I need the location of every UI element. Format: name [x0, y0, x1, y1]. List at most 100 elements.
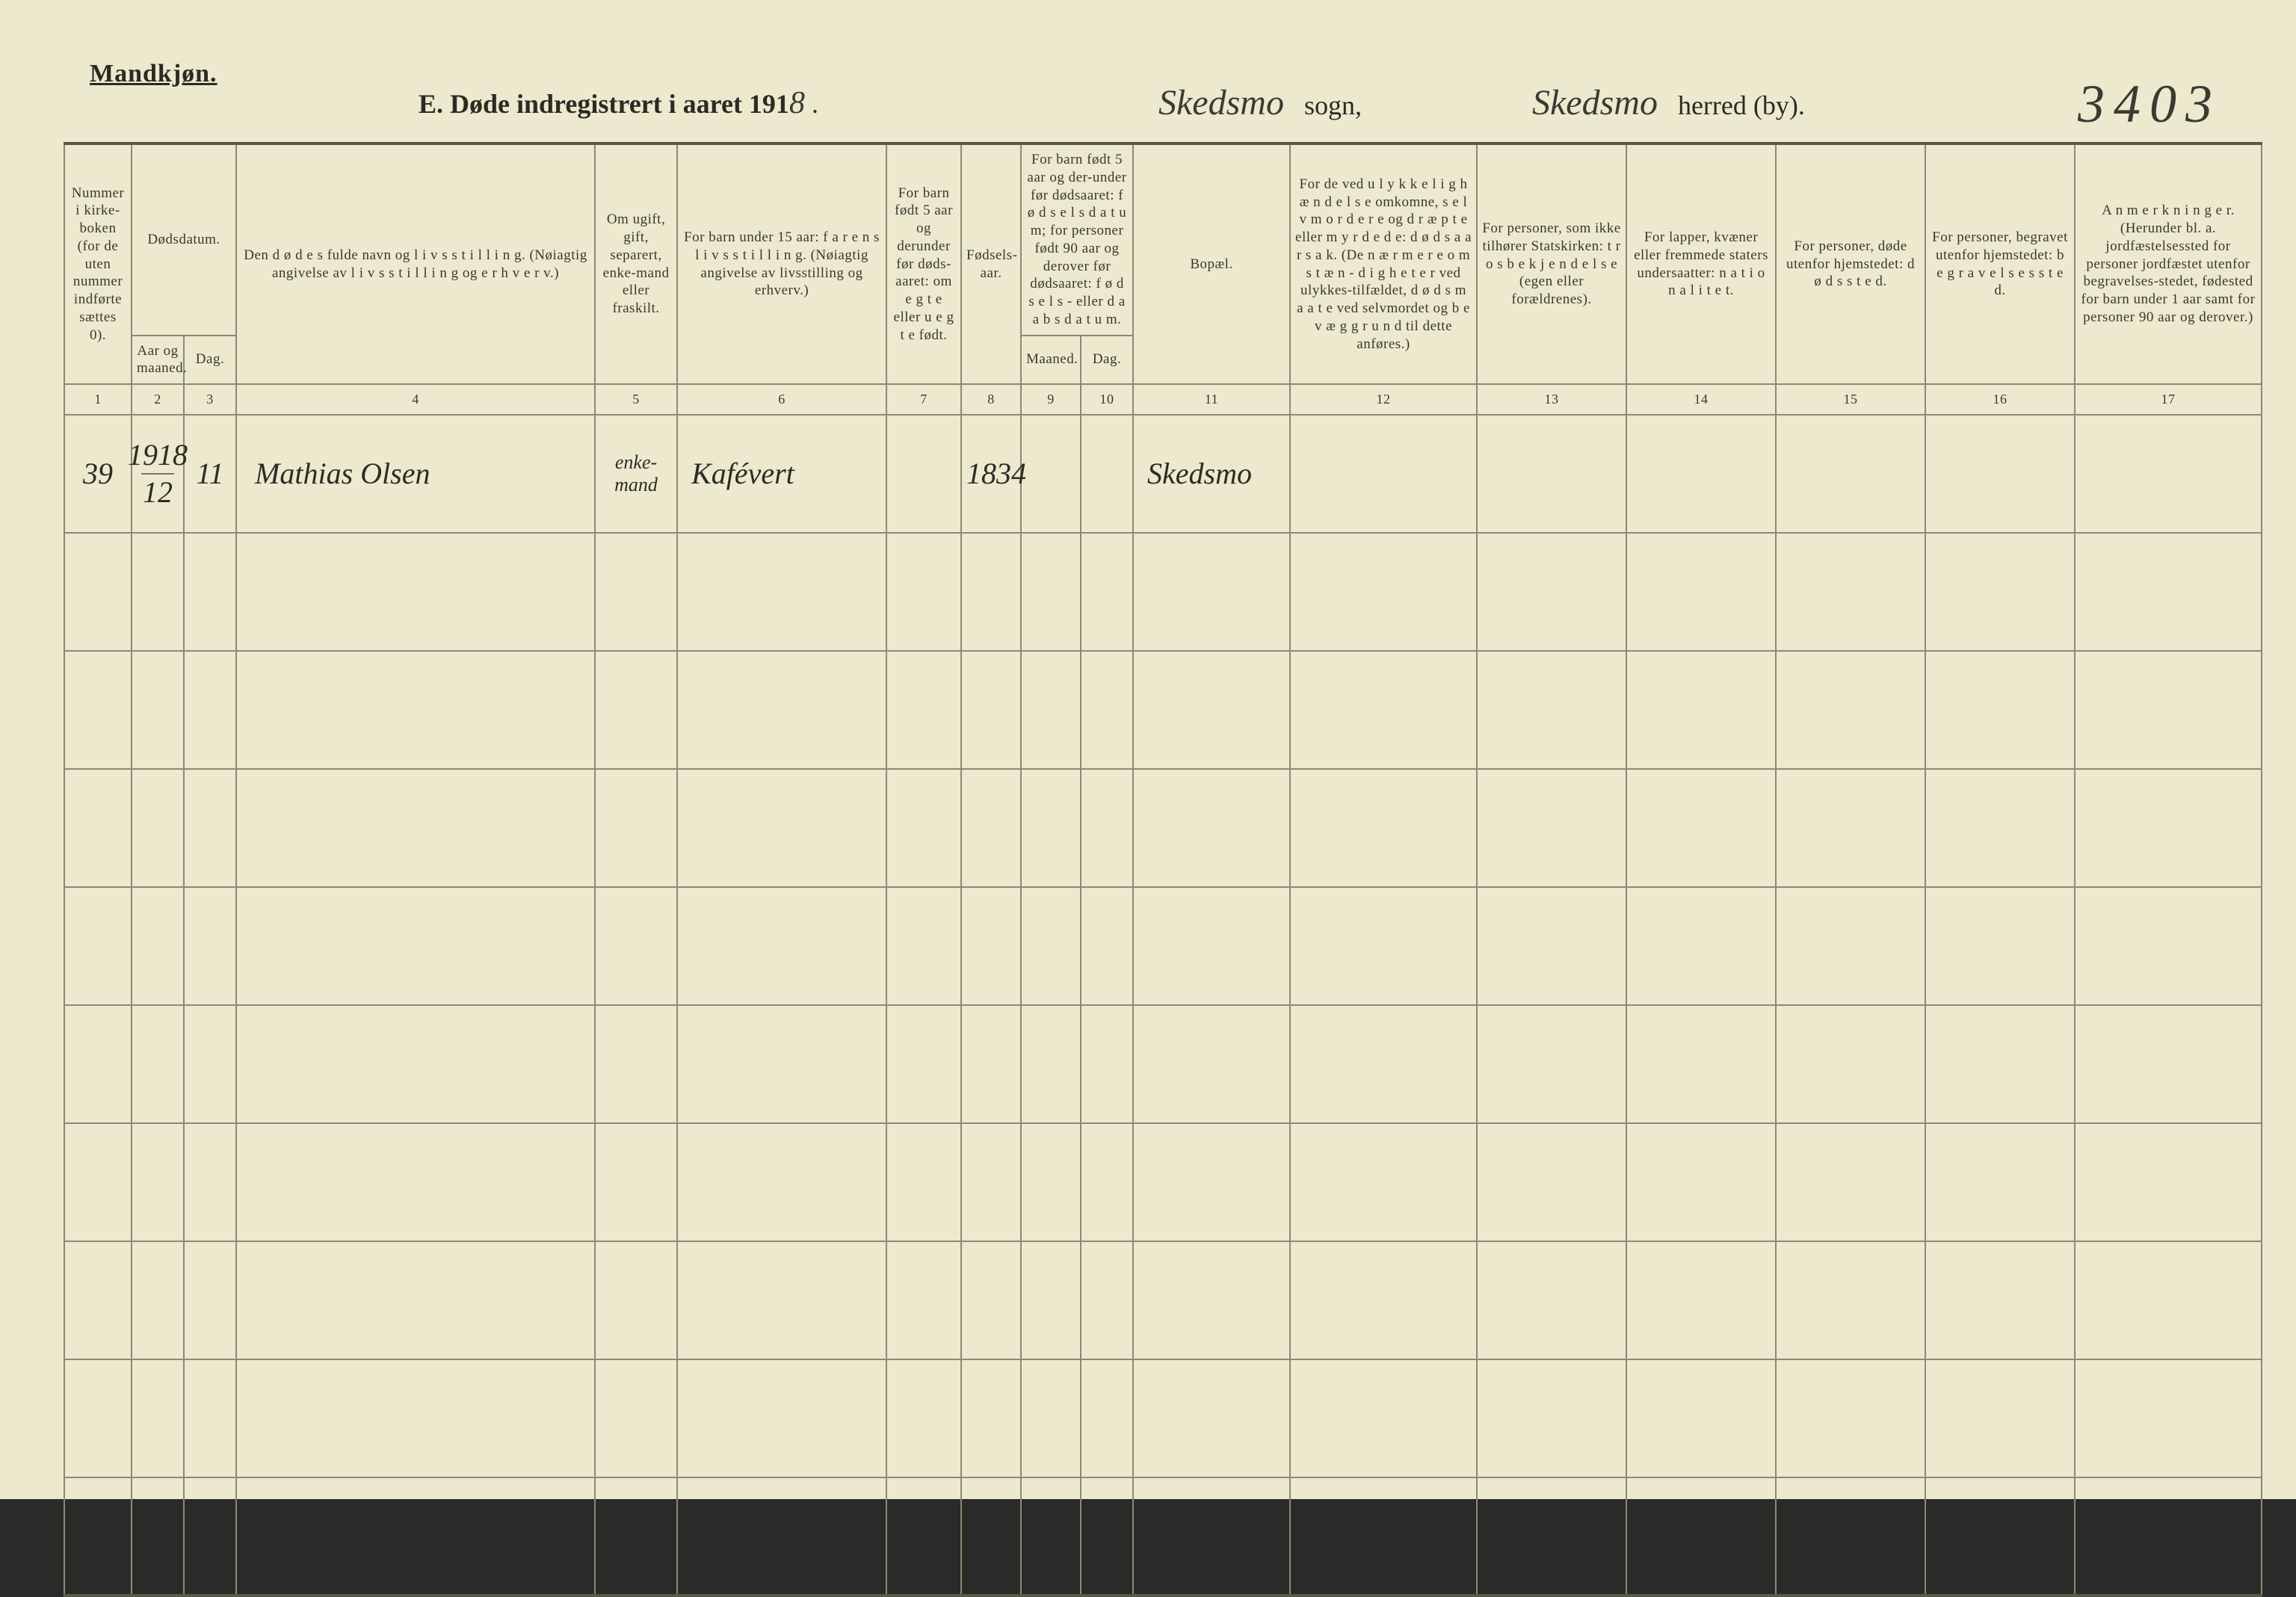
cell-c9 [1021, 533, 1081, 651]
cell-c15 [1776, 769, 1925, 887]
col-14-header: For lapper, kvæner eller fremmede stater… [1626, 143, 1776, 384]
cell-c7 [886, 1123, 961, 1241]
cell-c14 [1626, 1241, 1776, 1359]
cell-c12 [1290, 887, 1477, 1005]
cell-c12 [1290, 1005, 1477, 1123]
cell-c16 [1925, 1359, 2075, 1477]
herred-name: Skedsmo [1532, 83, 1671, 123]
cell-c9 [1021, 1241, 1081, 1359]
cell-c1 [64, 533, 132, 651]
cell-c2 [132, 1005, 184, 1123]
cell-c11 [1133, 1241, 1290, 1359]
cell-c4 [236, 1123, 595, 1241]
cell-c1 [64, 1241, 132, 1359]
cell-c3 [184, 1241, 236, 1359]
cell-c16 [1925, 415, 2075, 533]
cell-c8 [961, 769, 1021, 887]
cell-c2: 191812 [132, 415, 184, 533]
cell-c8 [961, 533, 1021, 651]
table-row [64, 1359, 2262, 1477]
cell-c12 [1290, 1359, 1477, 1477]
title-prefix: E. Døde indregistrert i aaret 191 [419, 89, 789, 119]
cell-c13 [1477, 1123, 1626, 1241]
cell-c10 [1081, 1477, 1133, 1596]
col-23-header-top: Dødsdatum. [132, 143, 236, 336]
cell-c17 [2075, 1123, 2262, 1241]
col-3-header: Dag. [184, 336, 236, 385]
cell-c4 [236, 887, 595, 1005]
cell-c13 [1477, 1005, 1626, 1123]
cell-c4: Mathias Olsen [236, 415, 595, 533]
col-7-header: For barn født 5 aar og derunder før døds… [886, 143, 961, 384]
cell-c12 [1290, 769, 1477, 887]
cell-c9 [1021, 1005, 1081, 1123]
herred-block: Skedsmo herred (by). [1532, 82, 1805, 123]
cell-c10 [1081, 1005, 1133, 1123]
cell-c5 [595, 887, 677, 1005]
cell-c11 [1133, 1477, 1290, 1596]
cell-c17 [2075, 1477, 2262, 1596]
cell-c17 [2075, 887, 2262, 1005]
cell-c7 [886, 769, 961, 887]
col-11-header: Bopæl. [1133, 143, 1290, 384]
cell-c1 [64, 887, 132, 1005]
cell-c13 [1477, 533, 1626, 651]
col-15-header: For personer, døde utenfor hjemstedet: d… [1776, 143, 1925, 384]
cell-c15 [1776, 1241, 1925, 1359]
cell-c14 [1626, 1477, 1776, 1596]
col-10-header: Dag. [1081, 336, 1133, 385]
cell-c11 [1133, 1123, 1290, 1241]
cell-c16 [1925, 887, 2075, 1005]
cell-c7 [886, 887, 961, 1005]
cell-c4 [236, 769, 595, 887]
colnum-4: 4 [236, 384, 595, 415]
cell-c5 [595, 1477, 677, 1596]
cell-c3 [184, 1477, 236, 1596]
colnum-13: 13 [1477, 384, 1626, 415]
cell-c13 [1477, 1241, 1626, 1359]
cell-c12 [1290, 651, 1477, 769]
cell-c16 [1925, 533, 2075, 651]
cell-c6 [677, 887, 886, 1005]
cell-c6 [677, 533, 886, 651]
cell-c14 [1626, 769, 1776, 887]
cell-c10 [1081, 887, 1133, 1005]
cell-c13 [1477, 769, 1626, 887]
cell-c15 [1776, 1359, 1925, 1477]
cell-c4 [236, 1359, 595, 1477]
table-body: 3919181211Mathias Olsenenke-mandKafévert… [64, 415, 2262, 1596]
cell-c7 [886, 651, 961, 769]
cell-c11 [1133, 651, 1290, 769]
cell-c1: 39 [64, 415, 132, 533]
cell-c17 [2075, 1359, 2262, 1477]
cell-c17 [2075, 533, 2262, 651]
cell-c16 [1925, 1241, 2075, 1359]
cell-c7 [886, 1359, 961, 1477]
title: E. Døde indregistrert i aaret 1918 . [419, 85, 818, 121]
cell-c16 [1925, 1005, 2075, 1123]
cell-c9 [1021, 1359, 1081, 1477]
cell-c6 [677, 769, 886, 887]
cell-c1 [64, 651, 132, 769]
cell-c16 [1925, 769, 2075, 887]
cell-c13 [1477, 651, 1626, 769]
cell-c2 [132, 769, 184, 887]
cell-c3: 11 [184, 415, 236, 533]
cell-c12 [1290, 1123, 1477, 1241]
cell-c8 [961, 651, 1021, 769]
cell-c5 [595, 1241, 677, 1359]
cell-c3 [184, 533, 236, 651]
cell-c3 [184, 651, 236, 769]
cell-c7 [886, 1477, 961, 1596]
cell-c3 [184, 1359, 236, 1477]
col-4-header: Den d ø d e s fulde navn og l i v s s t … [236, 143, 595, 384]
colnum-16: 16 [1925, 384, 2075, 415]
cell-c10 [1081, 415, 1133, 533]
colnum-5: 5 [595, 384, 677, 415]
table-row [64, 651, 2262, 769]
cell-c14 [1626, 415, 1776, 533]
cell-c2 [132, 1477, 184, 1596]
cell-c14 [1626, 887, 1776, 1005]
cell-c10 [1081, 1241, 1133, 1359]
ledger-page: Mandkjøn. E. Døde indregistrert i aaret … [0, 0, 2296, 1499]
